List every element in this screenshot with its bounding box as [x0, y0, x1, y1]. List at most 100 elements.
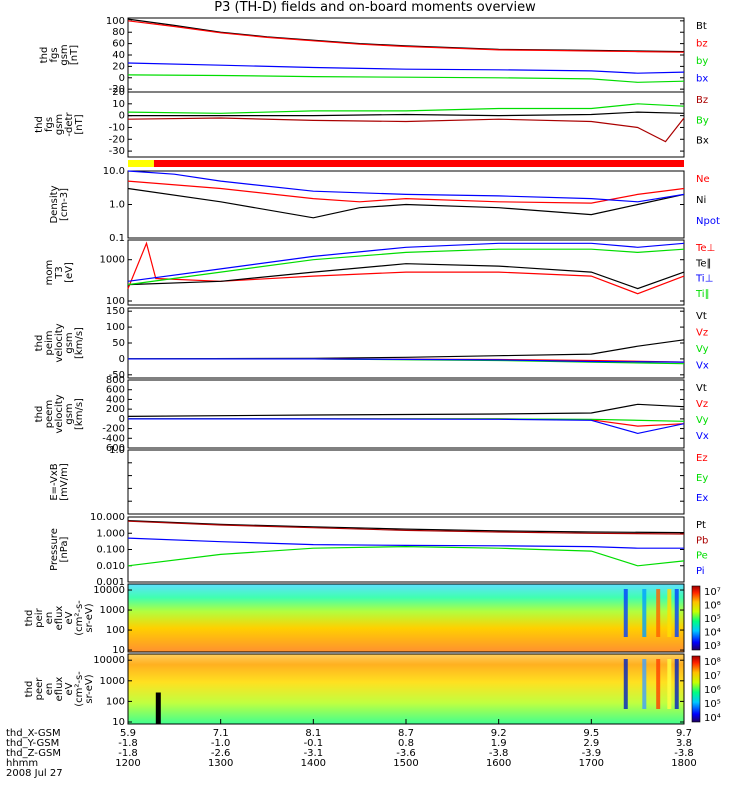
fgs_gsm-ylabel-0: thd — [39, 47, 50, 64]
peer_spec-ylabel-4: eV — [64, 682, 75, 695]
peem_velocity-series-0 — [127, 403, 685, 417]
temperature-legend-2: Ti⊥ — [695, 274, 713, 285]
fgs_gsm-ytick-label-4: 60 — [112, 39, 125, 50]
xaxis-value-3-6: 1800 — [671, 758, 696, 769]
xaxis-value-3-3: 1500 — [393, 758, 418, 769]
peer_spec-ytick-label-1: 100 — [106, 696, 125, 707]
peir_spec-ylabel-1: peir — [34, 607, 45, 627]
xaxis-value-0-0: 5.9 — [120, 728, 136, 739]
peim_velocity-series-3 — [128, 358, 685, 363]
peer_spec-ylabel-5: (cm²-s- — [74, 671, 85, 707]
fgs_gsm-ylabel-2: gsm — [59, 44, 70, 65]
density-ytick-label-0: 0.1 — [109, 233, 125, 244]
fgs_gsm_detrend-ylabel-1: fgs — [44, 117, 55, 132]
xaxis-value-1-0: -1.8 — [118, 738, 138, 749]
fgs_gsm-legend-2: by — [696, 56, 708, 67]
peim_velocity-ylabel-3: gsm — [64, 332, 75, 353]
peir_spec-colorbar-label-1: 10⁴ — [704, 628, 721, 639]
xaxis-value-1-3: 0.8 — [398, 738, 414, 749]
fgs_gsm-ytick-label-2: 20 — [112, 61, 125, 72]
temperature-series-1 — [127, 263, 685, 290]
peim_velocity-ytick-label-1: 0 — [119, 354, 125, 365]
fgs_gsm_detrend-ytick-label-4: 10 — [112, 99, 125, 110]
peer_spec-band-2 — [656, 659, 661, 709]
fgs_gsm_detrend-series-1 — [127, 103, 685, 114]
peim_velocity-ytick-label-2: 50 — [112, 338, 125, 349]
efield-legend-1: Ey — [696, 473, 708, 484]
peer_spec-colorbar-label-2: 10⁶ — [704, 685, 721, 696]
density-series-1 — [127, 187, 685, 219]
pressure-series-2 — [127, 545, 685, 567]
pressure-legend-2: Pe — [696, 551, 708, 562]
temperature-ytick-label-1: 1000 — [100, 255, 125, 266]
fgs_gsm-ytick-label-1: 0 — [119, 73, 125, 84]
peem_velocity-ylabel-0: thd — [34, 406, 45, 423]
peer_spec-band-4 — [674, 659, 679, 709]
status-segment-0 — [128, 160, 154, 167]
temperature-series-0 — [127, 241, 685, 295]
temperature-legend-3: Ti∥ — [695, 289, 710, 300]
xaxis-value-1-1: -1.0 — [211, 738, 231, 749]
peim_velocity-ytick-label-4: 150 — [106, 306, 125, 317]
temperature-legend-1: Te∥ — [695, 258, 712, 269]
xaxis-value-2-6: -3.8 — [674, 748, 694, 759]
pressure-series-1 — [127, 520, 685, 535]
peer_spec-colorbar-label-3: 10⁷ — [704, 671, 721, 682]
temperature-ytick-label-0: 100 — [106, 296, 125, 307]
peer_spec-ylabel-1: peer — [34, 677, 45, 701]
peer-gap — [155, 692, 161, 724]
peem_velocity-legend-2: Vy — [696, 415, 709, 426]
fgs_gsm_detrend-legend-2: Bx — [696, 136, 709, 147]
peer_spec-ylabel-0: thd — [24, 681, 35, 698]
peim_velocity-legend-3: Vx — [696, 361, 709, 372]
peir_spec-ylabel-0: thd — [24, 610, 35, 627]
fgs_gsm-ytick-label-0: -20 — [109, 84, 125, 95]
peem_velocity-frame — [127, 379, 685, 449]
xaxis-row-label-2: thd_Z-GSM — [6, 748, 61, 759]
peem_velocity-ylabel-1: peem — [44, 400, 55, 428]
xaxis-value-3-2: 1400 — [301, 758, 326, 769]
efield-frame — [127, 449, 685, 515]
temperature-ylabel-1: T3 — [54, 266, 65, 279]
peir_spec-ytick-label-1: 100 — [106, 625, 125, 636]
peim_velocity-ylabel-4: [km/s] — [74, 327, 85, 359]
peem_velocity-ytick-label-4: 200 — [106, 404, 125, 415]
peer_spec-band-1 — [642, 659, 647, 709]
xaxis-value-0-2: 8.1 — [305, 728, 321, 739]
peir_spec-ytick-label-0: 10 — [112, 645, 125, 656]
pressure-ytick-label-0: 0.001 — [96, 577, 125, 588]
xaxis-value-2-0: -1.8 — [118, 748, 138, 759]
peir_spec-colorbar-label-0: 10³ — [704, 641, 721, 652]
efield-ylabel-0: E=-VxB — [49, 463, 60, 500]
density-ytick-label-2: 10.0 — [103, 166, 125, 177]
fgs_gsm-ylabel-3: [nT] — [69, 45, 80, 65]
temperature-legend-0: Te⊥ — [695, 243, 715, 254]
pressure-ytick-label-3: 1.000 — [96, 528, 125, 539]
xaxis-value-2-3: -3.6 — [396, 748, 416, 759]
fgs_gsm_detrend-ytick-label-5: 20 — [112, 87, 125, 98]
efield-legend-0: Ez — [696, 453, 708, 464]
peir_spec-colorbar-label-2: 10⁵ — [704, 614, 721, 625]
peir_spec-spectrogram — [128, 584, 684, 652]
peem_velocity-ytick-label-3: 0 — [119, 414, 125, 425]
status-segment-1 — [153, 160, 685, 167]
pressure-ytick-label-1: 0.010 — [96, 561, 125, 572]
xaxis-value-1-2: -0.1 — [304, 738, 324, 749]
peem_velocity-legend-0: Vt — [696, 383, 707, 394]
pressure-series-3 — [127, 537, 684, 549]
xaxis-value-1-4: 1.9 — [491, 738, 507, 749]
xaxis-value-0-4: 9.2 — [491, 728, 507, 739]
xaxis-value-3-5: 1700 — [579, 758, 604, 769]
peir_spec-ylabel-6: sr-eV) — [84, 603, 95, 632]
peim_velocity-legend-0: Vt — [696, 311, 707, 322]
xaxis-value-1-6: 3.8 — [676, 738, 692, 749]
efield-legend-2: Ex — [696, 493, 708, 504]
peem_velocity-ylabel-3: gsm — [64, 403, 75, 424]
peer_spec-band-0 — [623, 659, 628, 709]
temperature-series-3 — [127, 248, 685, 286]
chart-title: P3 (TH-D) fields and on-board moments ov… — [214, 0, 536, 15]
temperature-series-2 — [127, 242, 685, 282]
xaxis-date: 2008 Jul 27 — [6, 768, 63, 779]
pressure-frame — [127, 516, 685, 583]
